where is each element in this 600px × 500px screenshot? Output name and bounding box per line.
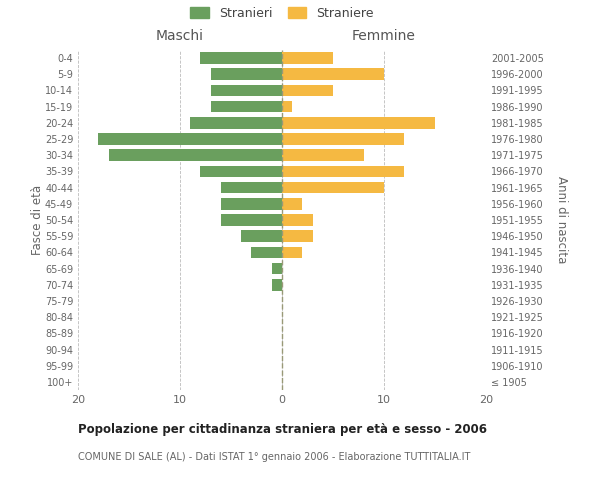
Bar [282,198,302,209]
Text: Popolazione per cittadinanza straniera per età e sesso - 2006: Popolazione per cittadinanza straniera p… [78,422,487,436]
Bar [251,246,282,258]
Bar [221,198,282,209]
Bar [241,230,282,242]
Bar [221,182,282,194]
Bar [272,279,282,290]
Bar [282,68,384,80]
Bar [282,214,313,226]
Bar [221,214,282,226]
Bar [190,117,282,128]
Bar [211,101,282,112]
Bar [200,166,282,177]
Bar [282,230,313,242]
Bar [200,52,282,64]
Bar [282,246,302,258]
Text: Maschi: Maschi [156,29,204,43]
Text: Fasce di età: Fasce di età [31,185,44,255]
Bar [282,117,435,128]
Bar [282,84,333,96]
Bar [282,101,292,112]
Text: COMUNE DI SALE (AL) - Dati ISTAT 1° gennaio 2006 - Elaborazione TUTTITALIA.IT: COMUNE DI SALE (AL) - Dati ISTAT 1° genn… [78,452,470,462]
Bar [272,262,282,274]
Bar [282,52,333,64]
Legend: Stranieri, Straniere: Stranieri, Straniere [185,2,379,25]
Bar [282,166,404,177]
Bar [282,150,364,161]
Bar [109,150,282,161]
Y-axis label: Anni di nascita: Anni di nascita [555,176,568,264]
Bar [98,133,282,145]
Text: Femmine: Femmine [352,29,416,43]
Bar [211,68,282,80]
Bar [282,133,404,145]
Bar [211,84,282,96]
Bar [282,182,384,194]
